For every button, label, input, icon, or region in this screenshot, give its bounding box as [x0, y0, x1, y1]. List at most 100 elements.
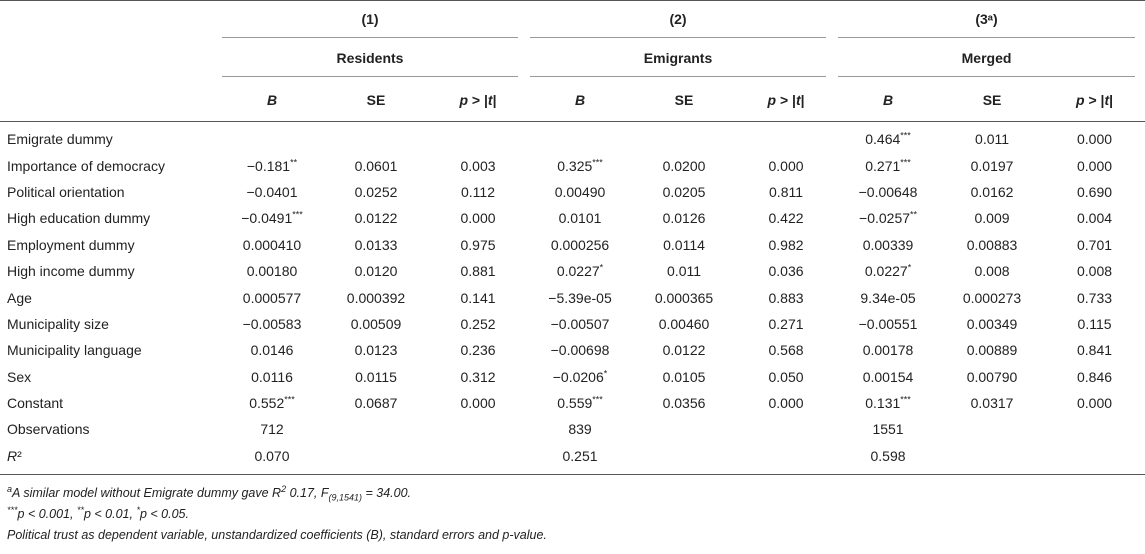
cell: 0.000577	[242, 289, 302, 306]
cell: 0.008	[974, 263, 1010, 280]
cell: 0.0687	[354, 395, 398, 412]
cell: 1551	[872, 421, 904, 438]
cell: 0.251	[562, 447, 598, 464]
cell: 839	[568, 421, 592, 438]
cell: 0.000	[1077, 157, 1113, 174]
group-row: (1) (2) (3ᵃ)	[0, 1, 1145, 40]
footnote-text: 2	[281, 483, 287, 494]
row-label: Sex	[7, 368, 32, 385]
footnote-text: ***	[7, 504, 18, 515]
cell: 0.325***	[557, 156, 603, 174]
cell	[428, 122, 528, 153]
cell: 0.00509	[350, 315, 402, 332]
group-header: (2)	[528, 1, 836, 40]
cell	[940, 443, 1044, 475]
cell: 0.0227*	[864, 262, 912, 280]
data-row: Municipality size −0.00583 0.00509 0.252 −0.…	[0, 311, 1145, 337]
cell	[428, 416, 528, 442]
cell: 0.0120	[354, 263, 398, 280]
cell: 0.00889	[966, 342, 1018, 359]
column-header: B	[836, 79, 941, 122]
regression-table: (1) (2) (3ᵃ) Residents Emigrants Merged B SE p >…	[0, 0, 1145, 476]
cell: 0.0356	[662, 395, 706, 412]
cell	[324, 443, 428, 475]
column-header: p > |t|	[428, 79, 529, 122]
footnote-text: A similar model without Emigrate dummy g…	[12, 486, 282, 501]
row-label: Constant	[7, 395, 64, 412]
cell: 0.690	[1077, 183, 1113, 200]
footnote-text: a	[7, 483, 13, 494]
column-header: SE	[632, 79, 737, 122]
cell: 0.00490	[554, 183, 606, 200]
cell: 0.841	[1077, 342, 1113, 359]
cell: −0.00551	[858, 315, 918, 332]
footnote-text: (9,1541)	[328, 492, 363, 503]
footnote: aA similar model without Emigrate dummy …	[7, 483, 1138, 504]
cell: 0.0114	[663, 236, 705, 253]
table-body: Emigrate dummy 0.464*** 0.011 0.000 Importan…	[0, 122, 1145, 475]
cell: 0.312	[460, 368, 496, 385]
cell: 0.811	[769, 183, 804, 200]
data-row: Municipality language 0.0146 0.0123 0.236 −0…	[0, 337, 1145, 363]
cell: −0.0257**	[859, 209, 918, 227]
cell: −5.39e-05	[548, 289, 612, 306]
cell: 0.252	[460, 315, 496, 332]
cell: 0.000256	[550, 236, 610, 253]
row-label: Emigrate dummy	[7, 131, 113, 148]
group-label: (3ᵃ)	[838, 3, 1136, 38]
cell	[940, 416, 1044, 442]
cell	[1044, 443, 1145, 475]
cell: 0.0123	[354, 342, 398, 359]
table-header: (1) (2) (3ᵃ) Residents Emigrants Merged B SE p >…	[0, 1, 1145, 122]
row-label: Observations	[7, 421, 90, 438]
cell: 0.0105	[662, 368, 706, 385]
cell: 0.00154	[862, 368, 914, 385]
cell: 0.552***	[249, 394, 295, 412]
cell: 0.036	[768, 263, 804, 280]
row-label: Municipality language	[7, 342, 142, 359]
cell: 0.0200	[662, 157, 706, 174]
cell: 0.00339	[862, 236, 914, 253]
cell: 0.000	[460, 395, 496, 412]
footnote: Political trust as dependent variable, u…	[7, 525, 1138, 546]
cell: 0.008	[1077, 263, 1113, 280]
subgroup-label: Merged	[838, 42, 1136, 77]
cell: 0.0227*	[556, 262, 604, 280]
cell: 0.0197	[970, 157, 1014, 174]
cell: 0.982	[768, 236, 804, 253]
cell: 0.422	[768, 210, 804, 227]
cell: 0.00349	[966, 315, 1018, 332]
cell: 0.0115	[355, 368, 397, 385]
row-label: Importance of democracy	[7, 157, 165, 174]
cell	[220, 122, 324, 153]
cell: 0.000273	[962, 289, 1022, 306]
cell: 0.0126	[662, 210, 706, 227]
cell: 0.598	[870, 447, 906, 464]
column-row: B SE p > |t| B SE p > |t| B SE p > |t|	[0, 79, 1145, 122]
subgroup-label: Residents	[222, 42, 519, 77]
cell: −0.0491***	[241, 209, 303, 227]
cell: 0.846	[1077, 368, 1113, 385]
column-header: B	[528, 79, 633, 122]
data-row: Sex 0.0116 0.0115 0.312 −0.0206* 0.0105 0.050 0…	[0, 364, 1145, 390]
row-label: Political orientation	[7, 183, 125, 200]
cell: 0.0116	[251, 368, 293, 385]
cell: 0.0101	[558, 210, 602, 227]
footnote-text: *	[136, 504, 140, 515]
cell: 0.883	[768, 289, 804, 306]
cell: 0.236	[460, 342, 496, 359]
cell: 0.000410	[242, 236, 302, 253]
column-header: p > |t|	[736, 79, 837, 122]
cell: 0.0601	[354, 157, 398, 174]
cell: 0.975	[460, 236, 496, 253]
cell: 0.0205	[662, 183, 706, 200]
footnotes: aA similar model without Emigrate dummy …	[0, 475, 1145, 554]
cell	[324, 122, 428, 153]
footnote-text: **	[76, 504, 84, 515]
cell: 0.000392	[346, 289, 406, 306]
footnote-text: p < 0.05.	[139, 507, 189, 522]
cell: 0.00790	[966, 368, 1018, 385]
subgroup-header: Emigrants	[528, 39, 836, 79]
row-label: R²	[7, 447, 22, 464]
